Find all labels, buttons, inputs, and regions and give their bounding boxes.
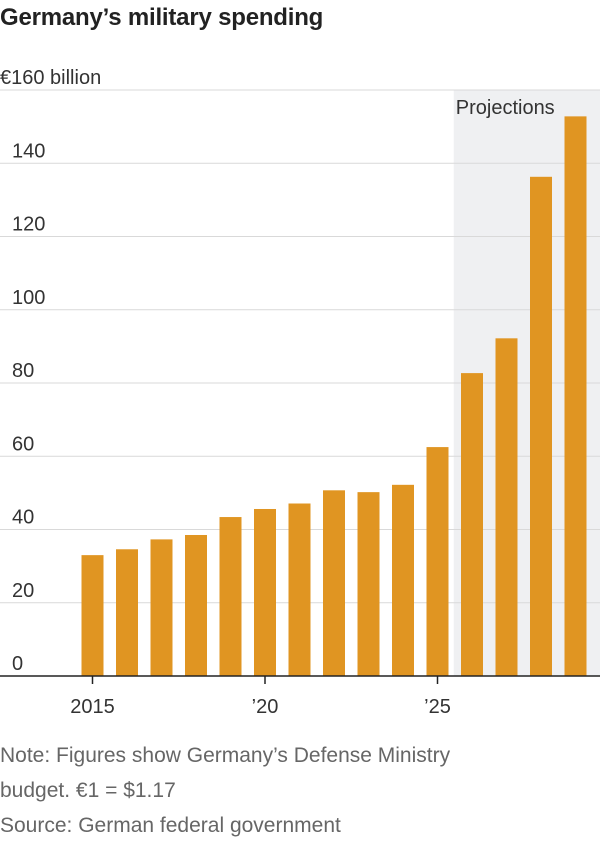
y-tick-label: 120 bbox=[12, 214, 45, 236]
bar-2025 bbox=[426, 447, 449, 676]
chart-title: Germany’s military spending bbox=[0, 4, 324, 31]
bar-2020 bbox=[254, 508, 276, 676]
bar-2023 bbox=[357, 492, 380, 676]
bar-2015 bbox=[81, 555, 104, 676]
bar-2029 bbox=[564, 116, 587, 677]
x-tick-label: ’25 bbox=[424, 696, 451, 718]
bar-2022 bbox=[323, 490, 345, 676]
bar-2028 bbox=[530, 176, 552, 676]
y-tick-label: 0 bbox=[12, 653, 23, 675]
y-axis-unit-label: €160 billion bbox=[0, 67, 101, 89]
y-tick-label: 60 bbox=[12, 433, 34, 455]
x-tick-label: 2015 bbox=[70, 696, 115, 718]
y-tick-label: 140 bbox=[12, 140, 45, 162]
bar-2021 bbox=[288, 503, 311, 676]
bar-2019 bbox=[219, 517, 242, 676]
bar-2017 bbox=[150, 539, 173, 676]
y-tick-label: 100 bbox=[12, 287, 45, 309]
y-tick-label: 20 bbox=[12, 580, 34, 602]
y-tick-label: 40 bbox=[12, 507, 34, 529]
y-tick-label: 80 bbox=[12, 360, 34, 382]
footnotes: Note: Figures show Germany’s Defense Min… bbox=[0, 738, 600, 843]
note-line-1: Note: Figures show Germany’s Defense Min… bbox=[0, 744, 451, 767]
bar-2016 bbox=[116, 549, 138, 676]
source-line: Source: German federal government bbox=[0, 814, 341, 837]
x-tick-label: ’20 bbox=[252, 696, 279, 718]
bar-2018 bbox=[185, 534, 207, 676]
bar-2027 bbox=[495, 338, 518, 676]
bar-2026 bbox=[461, 373, 483, 676]
bar-2024 bbox=[392, 484, 414, 676]
projections-label: Projections bbox=[456, 97, 555, 119]
note-line-2: budget. €1 = $1.17 bbox=[0, 779, 176, 802]
bar-chart: Projections €160 billion 0 20 40 60 80 100 120… bbox=[0, 67, 600, 718]
